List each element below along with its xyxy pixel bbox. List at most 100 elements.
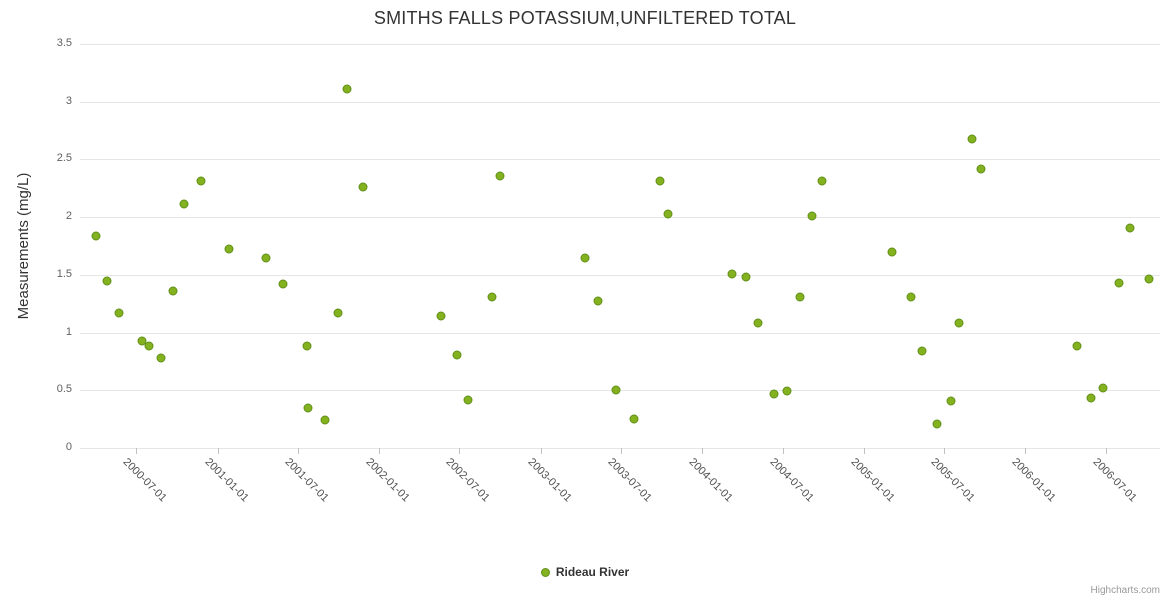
x-axis-tick-label: 2006-01-01	[1009, 456, 1059, 505]
gridline	[80, 101, 1160, 103]
y-axis-tick-label: 2	[65, 210, 72, 223]
data-point[interactable]	[782, 386, 792, 396]
data-point[interactable]	[156, 353, 166, 363]
data-point[interactable]	[91, 231, 101, 241]
data-point[interactable]	[495, 171, 505, 181]
gridline	[80, 448, 1160, 449]
y-axis-tick-label: 0	[65, 441, 72, 453]
data-point[interactable]	[807, 211, 817, 221]
data-point[interactable]	[741, 272, 751, 282]
y-axis-tick-label: 0.5	[56, 383, 72, 396]
data-point[interactable]	[320, 415, 330, 425]
data-point[interactable]	[114, 308, 124, 318]
data-point[interactable]	[333, 308, 342, 318]
data-point[interactable]	[224, 244, 234, 254]
x-axis-tick-label: 2005-07-01	[928, 456, 977, 505]
x-axis-tick-label: 2002-07-01	[443, 456, 492, 505]
x-axis-tick-label: 2004-07-01	[767, 456, 816, 505]
data-point[interactable]	[611, 385, 621, 395]
data-point[interactable]	[137, 336, 147, 346]
x-axis-tick-label: 2005-01-01	[848, 456, 897, 505]
plot-area: 2000-07-01 2001-01-01 2001-07-01 2002-01-01…	[80, 44, 1160, 504]
data-point[interactable]	[168, 286, 178, 296]
data-point[interactable]	[1086, 393, 1096, 403]
x-axis-tick	[702, 448, 704, 454]
data-point[interactable]	[906, 292, 916, 302]
gridline	[80, 332, 1160, 334]
data-point[interactable]	[1098, 383, 1108, 393]
data-point[interactable]	[1144, 274, 1154, 284]
data-point[interactable]	[663, 209, 673, 219]
data-point[interactable]	[946, 396, 956, 406]
data-point[interactable]	[655, 176, 665, 186]
x-axis-tick	[782, 448, 784, 454]
y-axis-tick-label: 3	[65, 94, 72, 107]
data-point[interactable]	[487, 292, 497, 302]
x-axis-tick	[944, 448, 946, 454]
data-point[interactable]	[887, 247, 897, 257]
data-point[interactable]	[753, 318, 763, 328]
data-point[interactable]	[932, 419, 942, 429]
data-point[interactable]	[303, 403, 313, 413]
y-axis-tick-label: 3.5	[56, 37, 72, 49]
x-axis-tick	[297, 448, 299, 454]
data-point[interactable]	[463, 395, 473, 405]
x-axis-tick	[864, 448, 865, 454]
x-axis-tick	[217, 448, 219, 454]
x-axis-tick	[379, 448, 381, 454]
x-axis-tick-label: 2001-07-01	[282, 456, 331, 505]
data-point[interactable]	[452, 350, 462, 359]
legend-item-rideau-river[interactable]: Rideau River	[0, 562, 1170, 582]
y-axis-tick-label: 2.5	[56, 152, 72, 165]
x-axis-tick-label: 2004-01-01	[686, 456, 735, 505]
data-point[interactable]	[976, 164, 986, 174]
data-point[interactable]	[967, 134, 977, 144]
y-axis-tick-label: 1.5	[56, 267, 72, 280]
highcharts-credit[interactable]: Highcharts.com	[1090, 585, 1160, 596]
gridline	[80, 159, 1160, 161]
x-axis-tick	[136, 448, 138, 454]
data-point[interactable]	[358, 182, 368, 192]
x-axis-tick	[620, 448, 622, 454]
data-point[interactable]	[102, 276, 112, 286]
legend-marker-icon	[540, 567, 550, 577]
data-point[interactable]	[1072, 341, 1082, 351]
data-point[interactable]	[302, 341, 312, 351]
gridline	[80, 44, 1160, 45]
x-axis-tick	[1025, 448, 1027, 454]
data-point[interactable]	[1125, 223, 1135, 233]
data-point[interactable]	[795, 292, 805, 302]
data-point[interactable]	[954, 318, 964, 328]
data-point[interactable]	[817, 176, 827, 186]
data-point[interactable]	[196, 176, 206, 186]
y-axis-title: Measurements (mg/L)	[15, 172, 32, 320]
x-axis-tick-label: 2001-01-01	[202, 456, 251, 505]
x-axis-tick	[1105, 448, 1107, 454]
data-point[interactable]	[278, 279, 288, 289]
data-point[interactable]	[144, 341, 154, 351]
data-point[interactable]	[179, 199, 189, 209]
data-point[interactable]	[436, 311, 446, 321]
data-point[interactable]	[769, 389, 779, 399]
data-point[interactable]	[580, 253, 590, 263]
data-point[interactable]	[727, 269, 737, 279]
x-axis-tick	[459, 448, 461, 454]
x-axis-tick-label: 2006-07-01	[1090, 456, 1139, 505]
x-axis-tick-label: 2000-07-01	[120, 456, 169, 505]
data-point[interactable]	[629, 414, 639, 424]
y-axis-tick-label: 1	[65, 325, 72, 338]
data-point[interactable]	[261, 253, 271, 263]
x-axis-tick	[540, 448, 542, 454]
chart-title: SMITHS FALLS POTASSIUM,UNFILTERED TOTAL	[373, 8, 797, 28]
data-point[interactable]	[342, 84, 352, 94]
data-point[interactable]	[917, 346, 927, 356]
data-point[interactable]	[1114, 278, 1124, 288]
gridline	[80, 217, 1160, 219]
x-axis-tick-label: 2003-07-01	[605, 456, 654, 505]
x-axis-tick-label: 2002-01-01	[363, 456, 412, 505]
gridline	[80, 274, 1160, 276]
legend-label: Rideau River	[555, 565, 630, 579]
data-point[interactable]	[593, 296, 603, 306]
x-axis-tick-label: 2003-01-01	[525, 456, 574, 505]
